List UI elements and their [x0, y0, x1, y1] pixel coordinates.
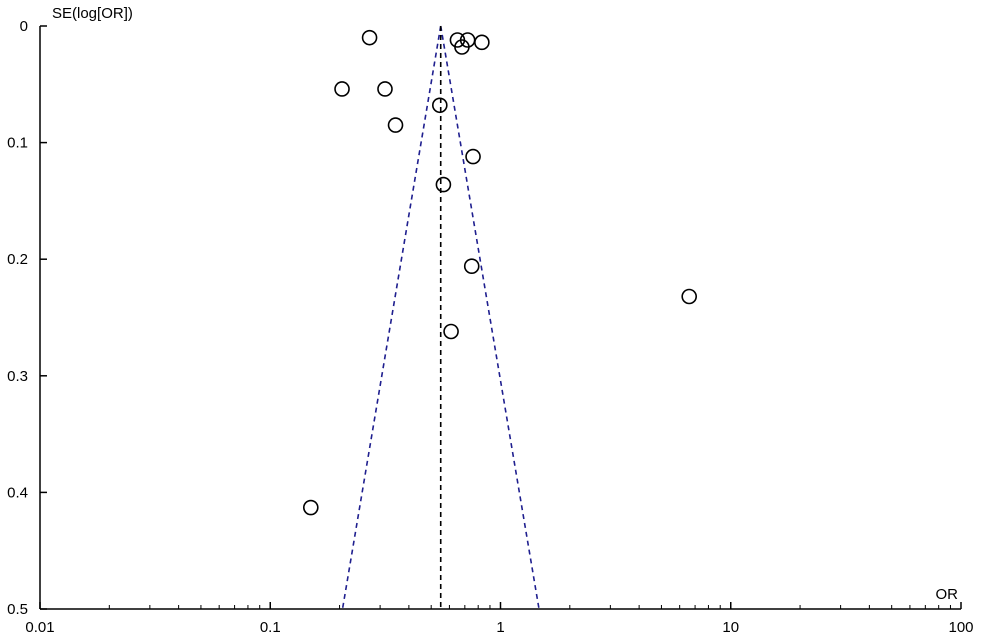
data-point-14 [302, 499, 319, 516]
y-axis-title: SE(log[OR]) [52, 5, 133, 22]
funnel-lines [341, 25, 540, 610]
axes: 0 0.1 0.2 0.3 0.4 0.50.01 0.1 1 10 100 [7, 18, 973, 636]
data-point-9 [465, 148, 481, 165]
data-point-3 [474, 34, 490, 51]
funnel-left-line [341, 25, 442, 610]
data-point-7 [432, 97, 448, 114]
y-tick-label-5: 0.5 [7, 601, 28, 618]
x-tick-label-0: 0.01 [25, 619, 54, 636]
data-point-12 [681, 288, 698, 305]
x-tick-label-1: 0.1 [260, 619, 281, 636]
y-tick-label-0: 0 [20, 18, 28, 35]
y-tick-label-1: 0.1 [7, 135, 28, 152]
data-point-13 [443, 323, 459, 340]
data-point-11 [463, 258, 480, 274]
x-tick-label-3: 10 [722, 619, 739, 636]
y-tick-label-3: 0.3 [7, 368, 28, 385]
x-tick-label-2: 1 [496, 619, 504, 636]
data-point-5 [334, 81, 350, 97]
data-point-10 [435, 176, 452, 193]
y-tick-label-2: 0.2 [7, 251, 28, 268]
data-point-0 [361, 29, 378, 46]
x-axis-title: OR [936, 586, 959, 603]
data-point-8 [387, 117, 404, 133]
data-points [302, 29, 698, 516]
y-tick-label-4: 0.4 [7, 484, 28, 501]
x-tick-label-4: 100 [948, 619, 973, 636]
funnel-right-line [439, 25, 540, 610]
data-point-6 [377, 81, 393, 97]
data-point-4 [454, 39, 470, 55]
